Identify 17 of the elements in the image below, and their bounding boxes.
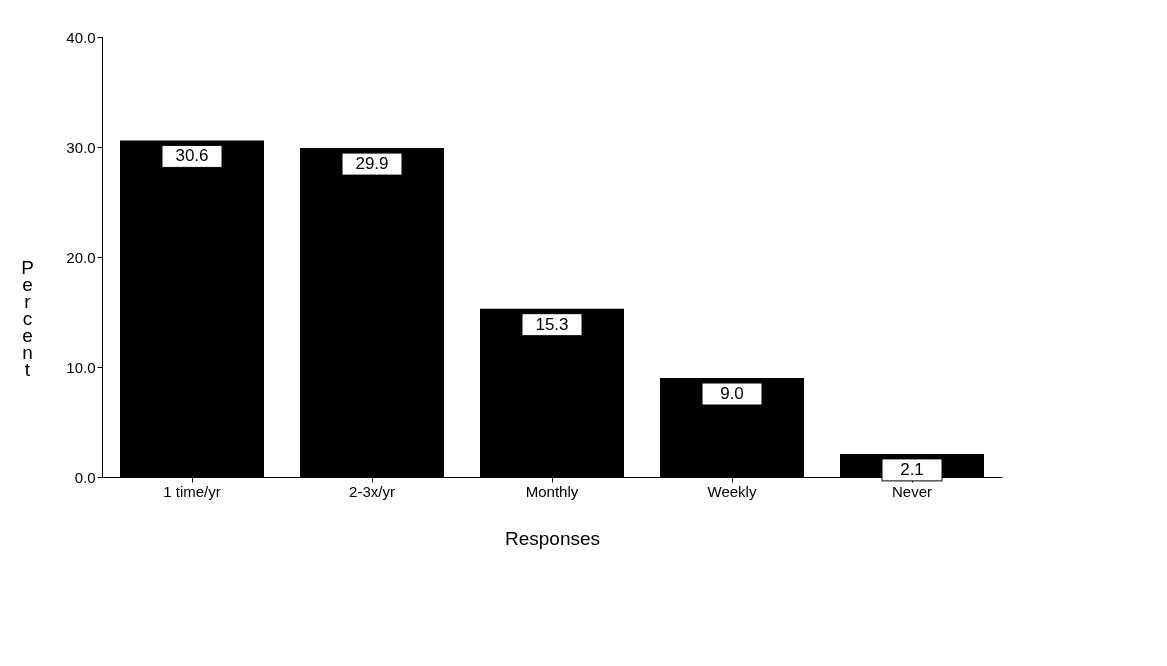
data-label: 15.3 <box>535 314 569 334</box>
x-axis-title: Responses <box>504 527 601 549</box>
y-tick-label: 30.0 <box>66 138 96 156</box>
x-tick-label: Never <box>891 482 933 500</box>
x-tick-label: Monthly <box>525 482 579 500</box>
y-tick-label: 0.0 <box>74 468 96 486</box>
data-label: 9.0 <box>720 384 744 403</box>
x-tick-label: Weekly <box>707 482 757 500</box>
y-axis-title: Percent <box>21 256 34 380</box>
y-tick-label: 40.0 <box>66 28 96 46</box>
x-tick-label: 1 time/yr <box>163 482 221 500</box>
y-tick-label: 20.0 <box>66 248 96 266</box>
data-label: 30.6 <box>175 146 209 166</box>
x-tick-label: 2-3x/yr <box>349 482 395 500</box>
y-tick-label: 10.0 <box>66 358 96 376</box>
data-label: 29.9 <box>355 154 389 174</box>
data-label: 2.1 <box>900 459 924 479</box>
